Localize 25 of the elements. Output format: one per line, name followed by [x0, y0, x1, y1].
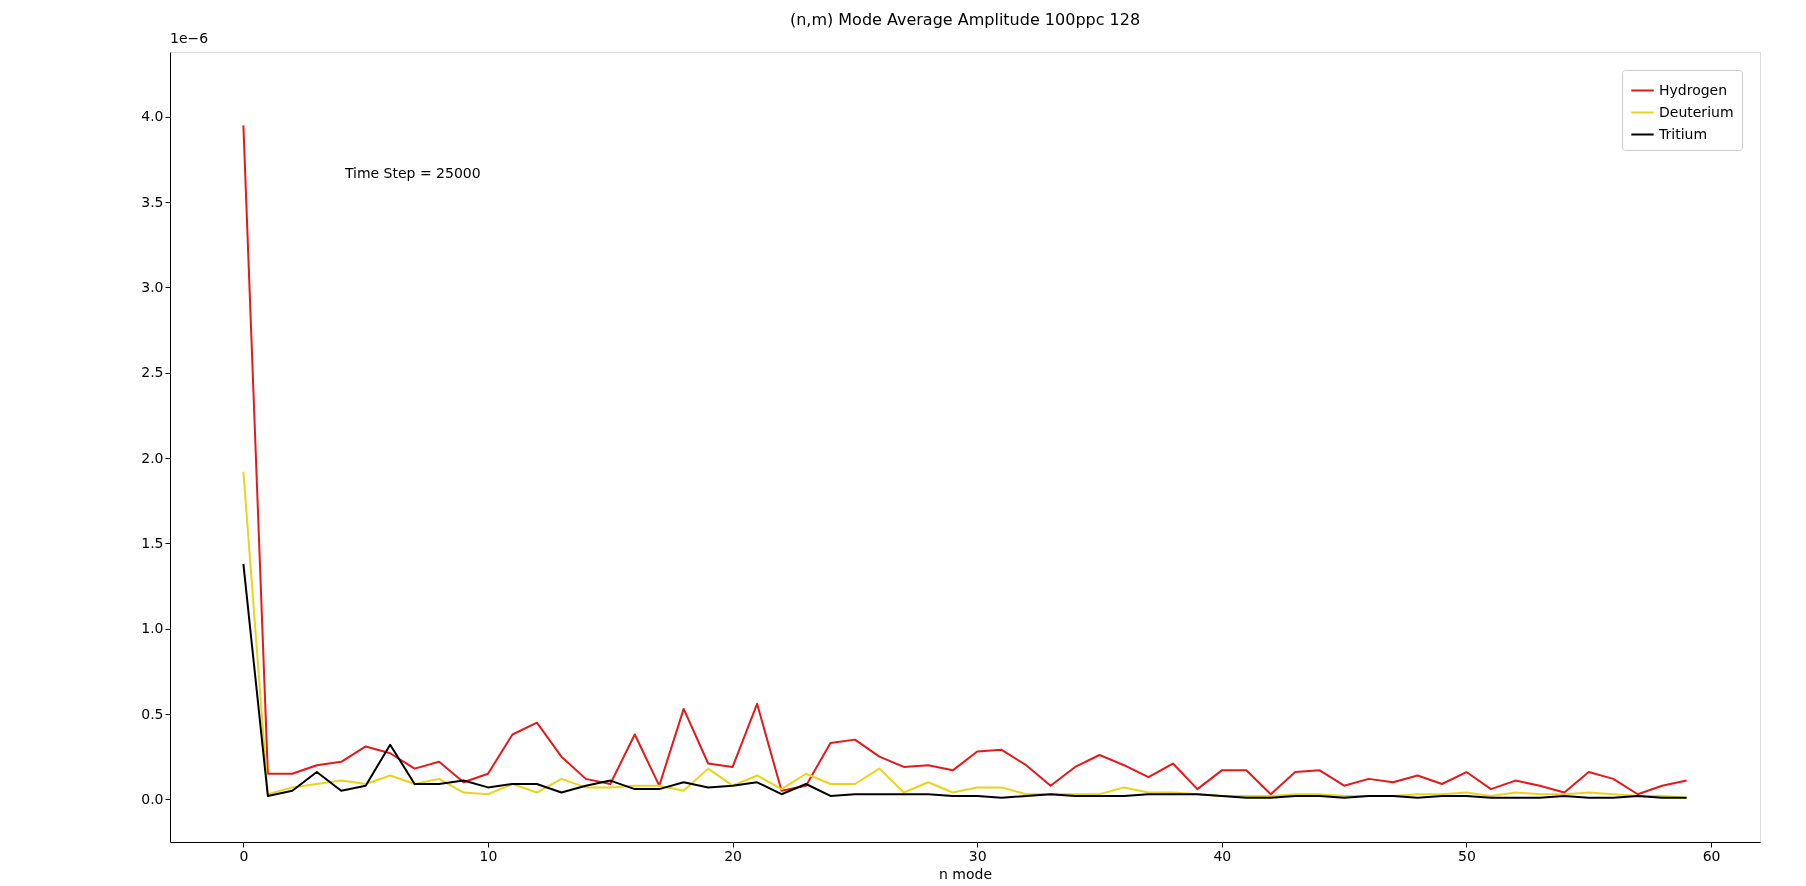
chart-title: (n,m) Mode Average Amplitude 100ppc 128: [789, 10, 1141, 29]
y-tick-label: 1.5: [141, 534, 164, 551]
y-tick-label: 2.5: [141, 364, 164, 381]
y-tick-label: 3.5: [141, 193, 164, 210]
line-series: [242, 470, 1688, 799]
x-tick-label: 10: [479, 847, 498, 864]
x-tick-label: 20: [724, 847, 743, 864]
legend-label: Hydrogen: [1659, 81, 1728, 98]
x-axis-title: n mode: [938, 865, 993, 882]
y-tick-label: 4.0: [141, 108, 164, 125]
y-tick-label: 1.0: [141, 620, 164, 637]
y-tick-label: 2.0: [141, 449, 164, 466]
y-tick-label: 3.0: [141, 278, 164, 295]
x-tick-label: 40: [1213, 847, 1232, 864]
x-tick-label: 50: [1458, 847, 1476, 864]
text: 1e−6: [170, 30, 209, 46]
x-tick-label: 30: [968, 847, 987, 864]
legend-label: Deuterium: [1659, 103, 1734, 120]
x-tick-label: 60: [1702, 847, 1721, 864]
y-tick-label: 0.5: [141, 705, 164, 722]
line-series: [242, 562, 1688, 799]
y-tick-label: 0.0: [141, 790, 164, 807]
x-tick-label: 0: [239, 847, 249, 864]
annotation: Time Step = 25000: [343, 165, 481, 182]
legend-label: Tritium: [1658, 125, 1708, 142]
